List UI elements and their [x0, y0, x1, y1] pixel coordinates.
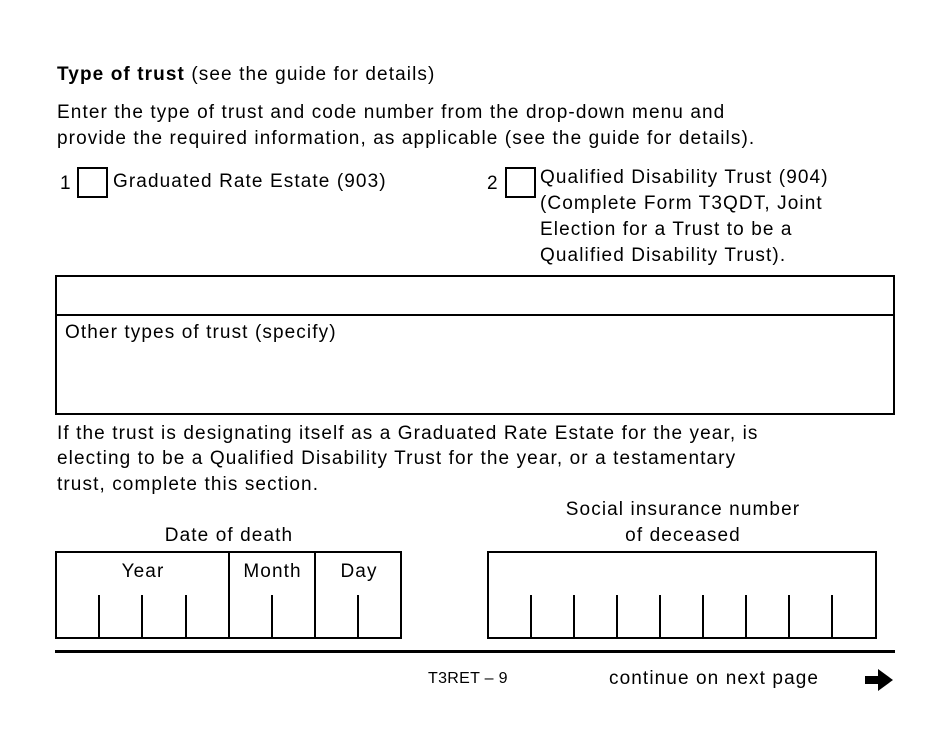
tick	[141, 595, 143, 639]
tick	[831, 595, 833, 639]
tick	[573, 595, 575, 639]
option-2-label-2: (Complete Form T3QDT, Joint	[540, 193, 823, 214]
tick	[530, 595, 532, 639]
tick	[357, 595, 359, 639]
tick	[616, 595, 618, 639]
sin-field[interactable]	[487, 551, 877, 639]
tick	[185, 595, 187, 639]
option-1-number: 1	[60, 173, 72, 194]
tick	[702, 595, 704, 639]
intro-line-2: provide the required information, as app…	[57, 128, 756, 149]
date-of-death-label: Date of death	[164, 525, 294, 546]
tick	[745, 595, 747, 639]
other-trust-field[interactable]	[55, 314, 895, 415]
right-arrow-icon	[865, 669, 893, 691]
section-heading: Type of trust (see the guide for details…	[57, 64, 436, 85]
year-label: Year	[121, 561, 165, 582]
tick	[659, 595, 661, 639]
option-1-label: Graduated Rate Estate (903)	[113, 171, 387, 192]
tick	[788, 595, 790, 639]
divider	[228, 551, 230, 639]
divider	[314, 551, 316, 639]
intro-line-1: Enter the type of trust and code number …	[57, 102, 726, 123]
page-code: T3RET – 9	[428, 670, 508, 687]
sin-label-2: of deceased	[625, 525, 741, 546]
sin-label-1: Social insurance number	[565, 499, 801, 520]
note-line-3: trust, complete this section.	[57, 474, 320, 495]
footer-rule	[55, 650, 895, 653]
note-line-2: electing to be a Qualified Disability Tr…	[57, 448, 737, 469]
other-trust-label: Other types of trust (specify)	[65, 322, 337, 343]
option-2-label-4: Qualified Disability Trust).	[540, 245, 787, 266]
note-line-1: If the trust is designating itself as a …	[57, 423, 759, 444]
option-2-number: 2	[487, 173, 499, 194]
option-1-checkbox[interactable]	[77, 167, 108, 198]
day-label: Day	[340, 561, 378, 582]
tick	[98, 595, 100, 639]
continue-text: continue on next page	[609, 668, 820, 689]
option-2-label-1: Qualified Disability Trust (904)	[540, 167, 829, 188]
month-label: Month	[243, 561, 302, 582]
option-2-label-3: Election for a Trust to be a	[540, 219, 793, 240]
trust-type-dropdown[interactable]	[55, 275, 895, 316]
option-2-checkbox[interactable]	[505, 167, 536, 198]
tick	[271, 595, 273, 639]
